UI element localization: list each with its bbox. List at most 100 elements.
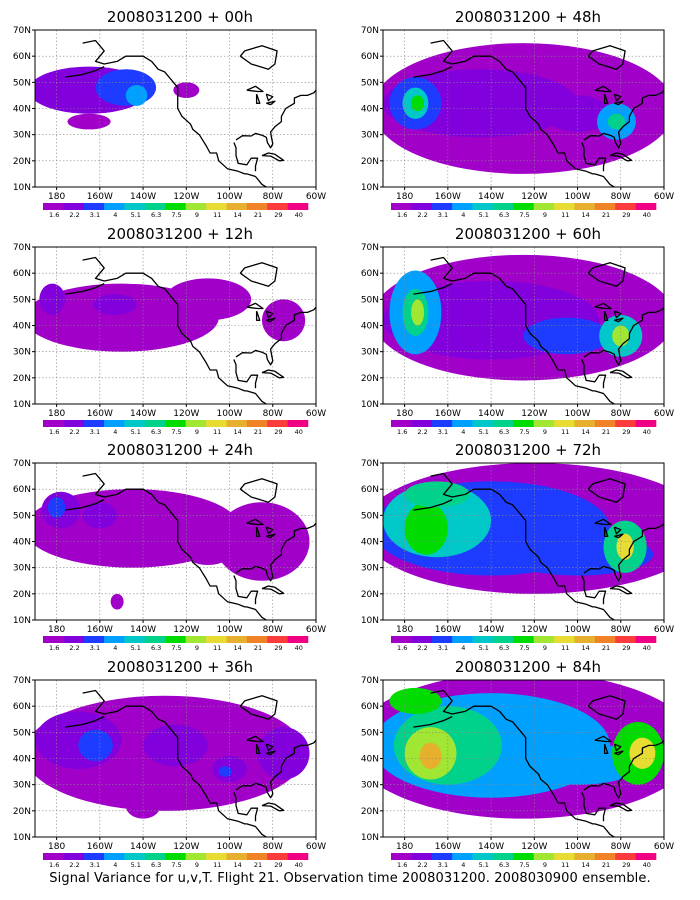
x-tick-label: 100W — [216, 409, 242, 419]
y-tick-label: 40N — [361, 755, 379, 765]
coastline — [614, 317, 624, 323]
coastlines — [413, 689, 664, 837]
colorbar-label: 1.6 — [49, 211, 59, 219]
colorbar-segment — [104, 203, 125, 210]
coastline — [246, 518, 264, 526]
y-tick-label: 50N — [13, 728, 31, 738]
colorbar-segment — [63, 853, 85, 860]
y-tick-label: 40N — [13, 755, 31, 765]
variance-contour — [512, 742, 643, 785]
panel-title: 2008031200 + 12h — [106, 225, 254, 243]
coastline — [613, 310, 622, 319]
y-tick-label: 20N — [13, 807, 31, 817]
colorbar-segment — [411, 636, 433, 643]
y-tick-label: 40N — [361, 322, 379, 332]
x-tick-label: 140W — [130, 192, 156, 202]
map-panel-00h: 2008031200 + 00h 10N 20N 30N 40N 50N 60N 70N 18… — [10, 8, 350, 223]
colorbar-segment — [533, 203, 555, 210]
colorbar-segment — [226, 853, 248, 860]
variance-field — [383, 680, 664, 819]
x-tick-label: 140W — [478, 625, 504, 635]
colorbar-label: 4 — [113, 211, 117, 219]
colorbar-label: 2.2 — [417, 644, 427, 652]
colorbar-label: 2.2 — [69, 861, 79, 869]
colorbar-segment — [431, 420, 453, 427]
colorbar-label: 11 — [561, 428, 569, 436]
x-tick-label: 140W — [478, 192, 504, 202]
y-tick-label: 60N — [13, 269, 31, 279]
colorbar-label: 1.6 — [397, 861, 407, 869]
map-panel-60h: 2008031200 + 60h 10N 20N 30N 40N 50N 60N 70N 18… — [358, 225, 698, 440]
coastline — [246, 85, 264, 93]
y-tick-label: 20N — [13, 374, 31, 384]
y-tick-label: 20N — [361, 590, 379, 600]
colorbar-label: 7.5 — [171, 644, 181, 652]
coastline — [239, 478, 278, 503]
coastline — [587, 262, 626, 287]
colorbar-segment — [63, 420, 85, 427]
colorbar-label: 3.1 — [438, 211, 448, 219]
coastline — [261, 369, 285, 379]
variance-contour — [218, 766, 232, 777]
colorbar-label: 14 — [582, 428, 590, 436]
x-tick-label: 100W — [564, 409, 590, 419]
colorbar-segment — [287, 853, 309, 860]
variance-contour — [39, 283, 66, 316]
colorbar-label: 4 — [461, 211, 465, 219]
x-tick-label: 180 — [396, 192, 413, 202]
map-panel-84h: 2008031200 + 84h 10N 20N 30N 40N 50N 60N 70N 18… — [358, 658, 698, 873]
coastline — [233, 575, 259, 605]
coastline — [583, 739, 664, 799]
map-plot: 10N 20N 30N 40N 50N 60N 70N 180 160W 140W 120W 100W… — [361, 676, 674, 869]
colorbar-segment — [63, 636, 85, 643]
colorbar-label: 29 — [274, 428, 282, 436]
x-tick-label: 80W — [263, 625, 283, 635]
colorbar-segment — [185, 203, 207, 210]
coastlines — [65, 256, 316, 404]
colorbar-label: 11 — [561, 211, 569, 219]
colorbar-label: 29 — [622, 861, 630, 869]
colorbar-label: 40 — [643, 428, 651, 436]
colorbar-label: 2.2 — [69, 644, 79, 652]
colorbar-segment — [574, 636, 596, 643]
coastline — [609, 585, 633, 595]
colorbar-label: 21 — [254, 428, 262, 436]
colorbar-segment — [206, 853, 227, 860]
x-tick-label: 80W — [263, 192, 283, 202]
y-tick-label: 30N — [13, 131, 31, 141]
x-tick-label: 80W — [611, 192, 631, 202]
panel-title: 2008031200 + 00h — [106, 8, 254, 26]
x-tick-label: 180 — [48, 409, 65, 419]
colorbar-label: 14 — [582, 861, 590, 869]
colorbar-label: 2.2 — [417, 861, 427, 869]
coastline — [603, 310, 609, 321]
coastline — [583, 306, 664, 366]
y-tick-label: 60N — [361, 702, 379, 712]
colorbar-label: 3.1 — [438, 861, 448, 869]
x-tick-label: 160W — [435, 625, 461, 635]
y-tick-label: 10N — [13, 833, 31, 843]
y-tick-label: 60N — [361, 52, 379, 62]
colorbar-label: 2.2 — [417, 211, 427, 219]
colorbar-segment — [226, 420, 248, 427]
colorbar-label: 2.2 — [69, 211, 79, 219]
colorbar-label: 9 — [195, 861, 199, 869]
x-tick-label: 80W — [263, 842, 283, 852]
grid-lines — [383, 30, 664, 187]
grid-lines — [35, 30, 316, 187]
grid-lines — [35, 680, 316, 837]
colorbar-label: 40 — [295, 861, 303, 869]
y-tick-label: 40N — [13, 322, 31, 332]
colorbar-label: 6.3 — [499, 861, 509, 869]
coastline — [261, 802, 285, 812]
colorbar-segment — [533, 636, 555, 643]
y-tick-label: 30N — [13, 781, 31, 791]
colorbar-label: 4 — [461, 861, 465, 869]
colorbar-label: 5.1 — [479, 861, 489, 869]
y-tick-label: 50N — [361, 295, 379, 305]
colorbar-label: 4 — [113, 861, 117, 869]
y-tick-label: 40N — [13, 105, 31, 115]
colorbar-segment — [574, 420, 596, 427]
coastline — [430, 689, 617, 837]
aleutian-islands — [413, 499, 453, 511]
